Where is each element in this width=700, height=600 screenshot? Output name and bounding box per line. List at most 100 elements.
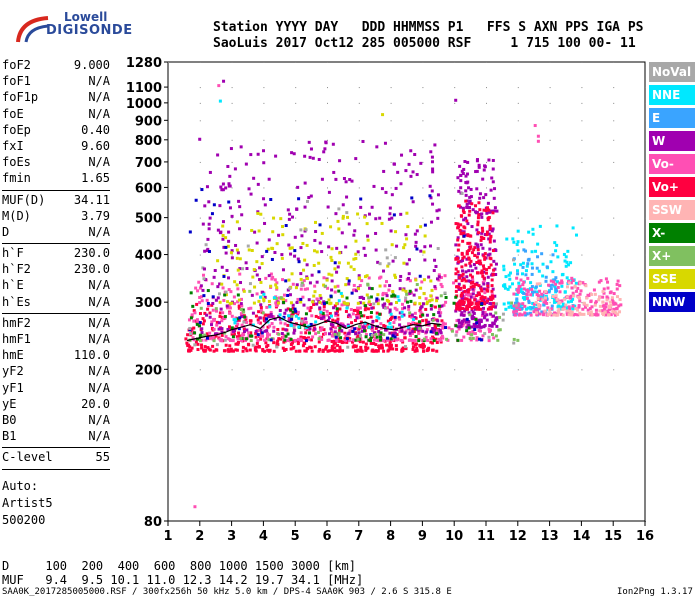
echo-point bbox=[408, 331, 412, 335]
echo-point bbox=[457, 204, 461, 208]
grid-dot bbox=[390, 87, 392, 89]
echo-point bbox=[362, 329, 366, 333]
echo-point bbox=[218, 314, 222, 318]
echo-point bbox=[479, 262, 483, 266]
echo-point bbox=[265, 317, 269, 321]
echo-point bbox=[307, 140, 311, 144]
echo-point bbox=[235, 248, 239, 252]
echo-point bbox=[567, 305, 571, 309]
echo-point bbox=[288, 293, 292, 297]
echo-point bbox=[289, 342, 293, 346]
echo-point bbox=[540, 292, 544, 296]
echo-point bbox=[303, 181, 307, 185]
echo-point bbox=[407, 162, 411, 166]
echo-point bbox=[197, 324, 201, 328]
echo-point bbox=[366, 238, 370, 242]
echo-point bbox=[459, 179, 463, 183]
echo-point bbox=[602, 307, 606, 311]
x-tick-label: 8 bbox=[386, 529, 395, 544]
echo-point bbox=[286, 323, 290, 327]
echo-point bbox=[381, 303, 385, 307]
param-name: D bbox=[2, 224, 10, 239]
echo-point bbox=[610, 298, 614, 302]
echo-point bbox=[522, 280, 526, 284]
echo-point bbox=[425, 313, 429, 317]
grid-dot bbox=[199, 369, 201, 371]
echo-point bbox=[262, 316, 266, 320]
echo-point bbox=[334, 326, 338, 330]
echo-point bbox=[467, 256, 471, 260]
grid-dot bbox=[645, 62, 646, 63]
echo-point bbox=[374, 326, 378, 330]
echo-point bbox=[405, 211, 409, 215]
echo-point bbox=[217, 321, 221, 325]
echo-point bbox=[356, 250, 360, 254]
echo-point bbox=[489, 312, 493, 316]
echo-point bbox=[269, 272, 273, 276]
echo-point bbox=[574, 289, 578, 293]
echo-point bbox=[514, 303, 518, 307]
echo-point bbox=[536, 302, 540, 306]
grid-dot bbox=[422, 62, 424, 63]
param-name: hmF1 bbox=[2, 332, 31, 346]
echo-point bbox=[530, 266, 534, 270]
echo-point bbox=[586, 293, 590, 297]
echo-point bbox=[227, 349, 231, 353]
echo-point bbox=[477, 284, 481, 288]
echo-point bbox=[531, 232, 535, 236]
grid-dot bbox=[581, 120, 583, 122]
grid-dot bbox=[645, 139, 646, 141]
echo-point bbox=[251, 275, 255, 279]
echo-point bbox=[481, 229, 485, 233]
echo-point bbox=[286, 307, 290, 311]
echo-point bbox=[477, 201, 481, 205]
echo-point bbox=[393, 294, 397, 298]
echo-point bbox=[507, 305, 511, 309]
echo-point bbox=[561, 307, 565, 311]
grid-dot bbox=[295, 217, 297, 219]
echo-point bbox=[417, 331, 421, 335]
echo-point bbox=[420, 305, 424, 309]
echo-point bbox=[482, 276, 486, 280]
echo-point bbox=[565, 295, 569, 299]
y-tick-label: 600 bbox=[135, 181, 162, 196]
echo-point bbox=[291, 303, 295, 307]
echo-point bbox=[404, 299, 408, 303]
echo-point bbox=[365, 293, 369, 297]
echo-point bbox=[430, 298, 434, 302]
grid-dot bbox=[390, 120, 392, 122]
echo-point bbox=[311, 300, 315, 304]
echo-point bbox=[429, 330, 433, 334]
echo-point bbox=[296, 337, 300, 341]
echo-point bbox=[256, 333, 260, 337]
echo-point bbox=[526, 276, 530, 280]
echo-point bbox=[538, 312, 542, 316]
echo-point bbox=[543, 309, 547, 313]
echo-point bbox=[209, 336, 213, 340]
echo-point bbox=[475, 321, 479, 325]
echo-point bbox=[398, 330, 402, 334]
y-tick-label: 1280 bbox=[126, 56, 162, 71]
echo-point bbox=[493, 319, 497, 323]
echo-point bbox=[602, 287, 606, 291]
echo-point bbox=[454, 222, 458, 226]
echo-point bbox=[398, 323, 402, 327]
echo-point bbox=[351, 345, 355, 349]
echo-point bbox=[291, 312, 295, 316]
grid-dot bbox=[295, 139, 297, 141]
echo-point bbox=[315, 302, 319, 306]
echo-point bbox=[221, 224, 225, 228]
echo-point bbox=[450, 329, 454, 333]
echo-point bbox=[379, 331, 383, 335]
echo-point bbox=[317, 349, 321, 353]
echo-point bbox=[593, 292, 597, 296]
echo-point bbox=[324, 347, 328, 351]
echo-point bbox=[321, 348, 325, 352]
echo-point bbox=[475, 228, 479, 232]
echo-point bbox=[236, 300, 240, 304]
grid-dot bbox=[327, 217, 328, 219]
echo-point bbox=[309, 147, 313, 151]
echo-point bbox=[404, 347, 408, 351]
echo-point bbox=[315, 280, 319, 284]
echo-point bbox=[482, 208, 486, 212]
